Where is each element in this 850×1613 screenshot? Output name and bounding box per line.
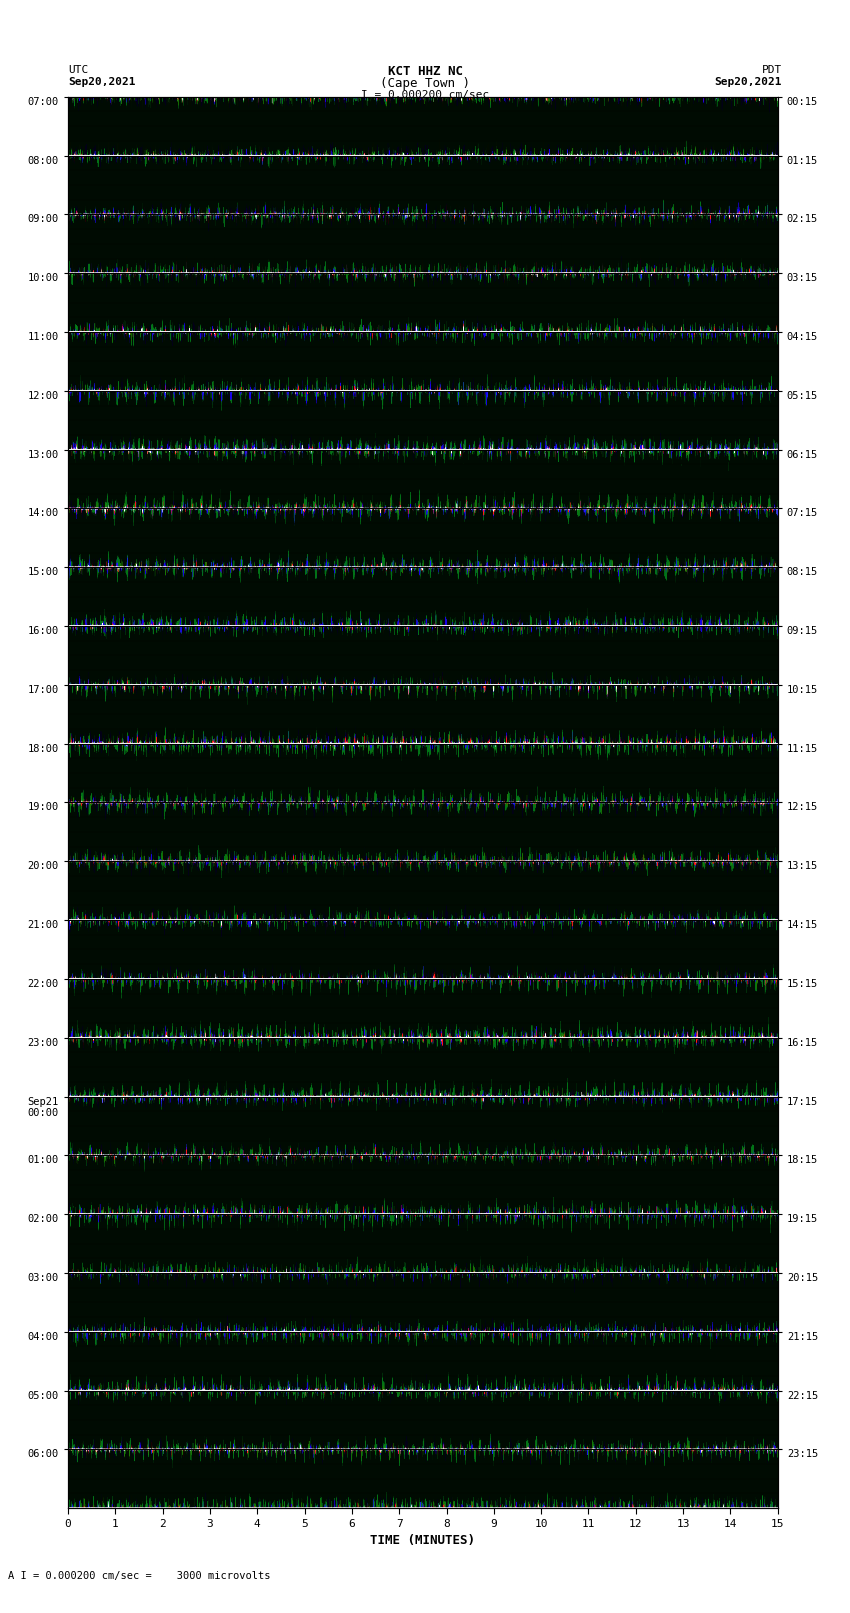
Text: KCT HHZ NC: KCT HHZ NC (388, 65, 462, 77)
Text: (Cape Town ): (Cape Town ) (380, 77, 470, 90)
Text: PDT: PDT (762, 65, 782, 74)
Text: Sep20,2021: Sep20,2021 (68, 77, 135, 87)
Text: A I = 0.000200 cm/sec =    3000 microvolts: A I = 0.000200 cm/sec = 3000 microvolts (8, 1571, 271, 1581)
Text: Sep20,2021: Sep20,2021 (715, 77, 782, 87)
Text: I = 0.000200 cm/sec: I = 0.000200 cm/sec (361, 90, 489, 100)
Text: UTC: UTC (68, 65, 88, 74)
X-axis label: TIME (MINUTES): TIME (MINUTES) (371, 1534, 475, 1547)
